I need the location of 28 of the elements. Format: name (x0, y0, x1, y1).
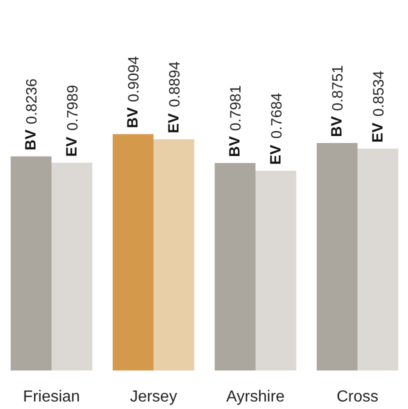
data-label: 0.7684 (268, 92, 286, 139)
text: EV (165, 113, 182, 134)
x-tick-label: Jersey (130, 388, 178, 406)
text: BV (226, 136, 244, 158)
bar (52, 162, 92, 370)
data-label: 0.8236 (24, 78, 41, 124)
bar (112, 134, 154, 370)
bar (154, 139, 194, 370)
x-tick-label: Friesian (23, 388, 80, 406)
text: EV (63, 136, 80, 157)
data-label: 0.8894 (166, 61, 184, 108)
bar (10, 156, 52, 370)
x-tick-label: Cross (336, 388, 378, 406)
x-tick-label: Ayrshire (226, 388, 285, 406)
data-label: 0.7989 (64, 84, 82, 131)
text: EV (267, 144, 284, 165)
bar (256, 170, 296, 370)
bar (358, 148, 398, 370)
text: BV (328, 116, 346, 137)
text: BV (22, 130, 40, 150)
data-label: 0.7981 (228, 85, 245, 132)
bar (214, 163, 256, 370)
text: EV (369, 122, 386, 143)
data-label: 0.9094 (126, 56, 143, 102)
data-label: 0.8534 (370, 70, 388, 117)
data-label: 0.8751 (330, 65, 347, 111)
text: BV (124, 107, 142, 128)
bar (316, 142, 358, 370)
